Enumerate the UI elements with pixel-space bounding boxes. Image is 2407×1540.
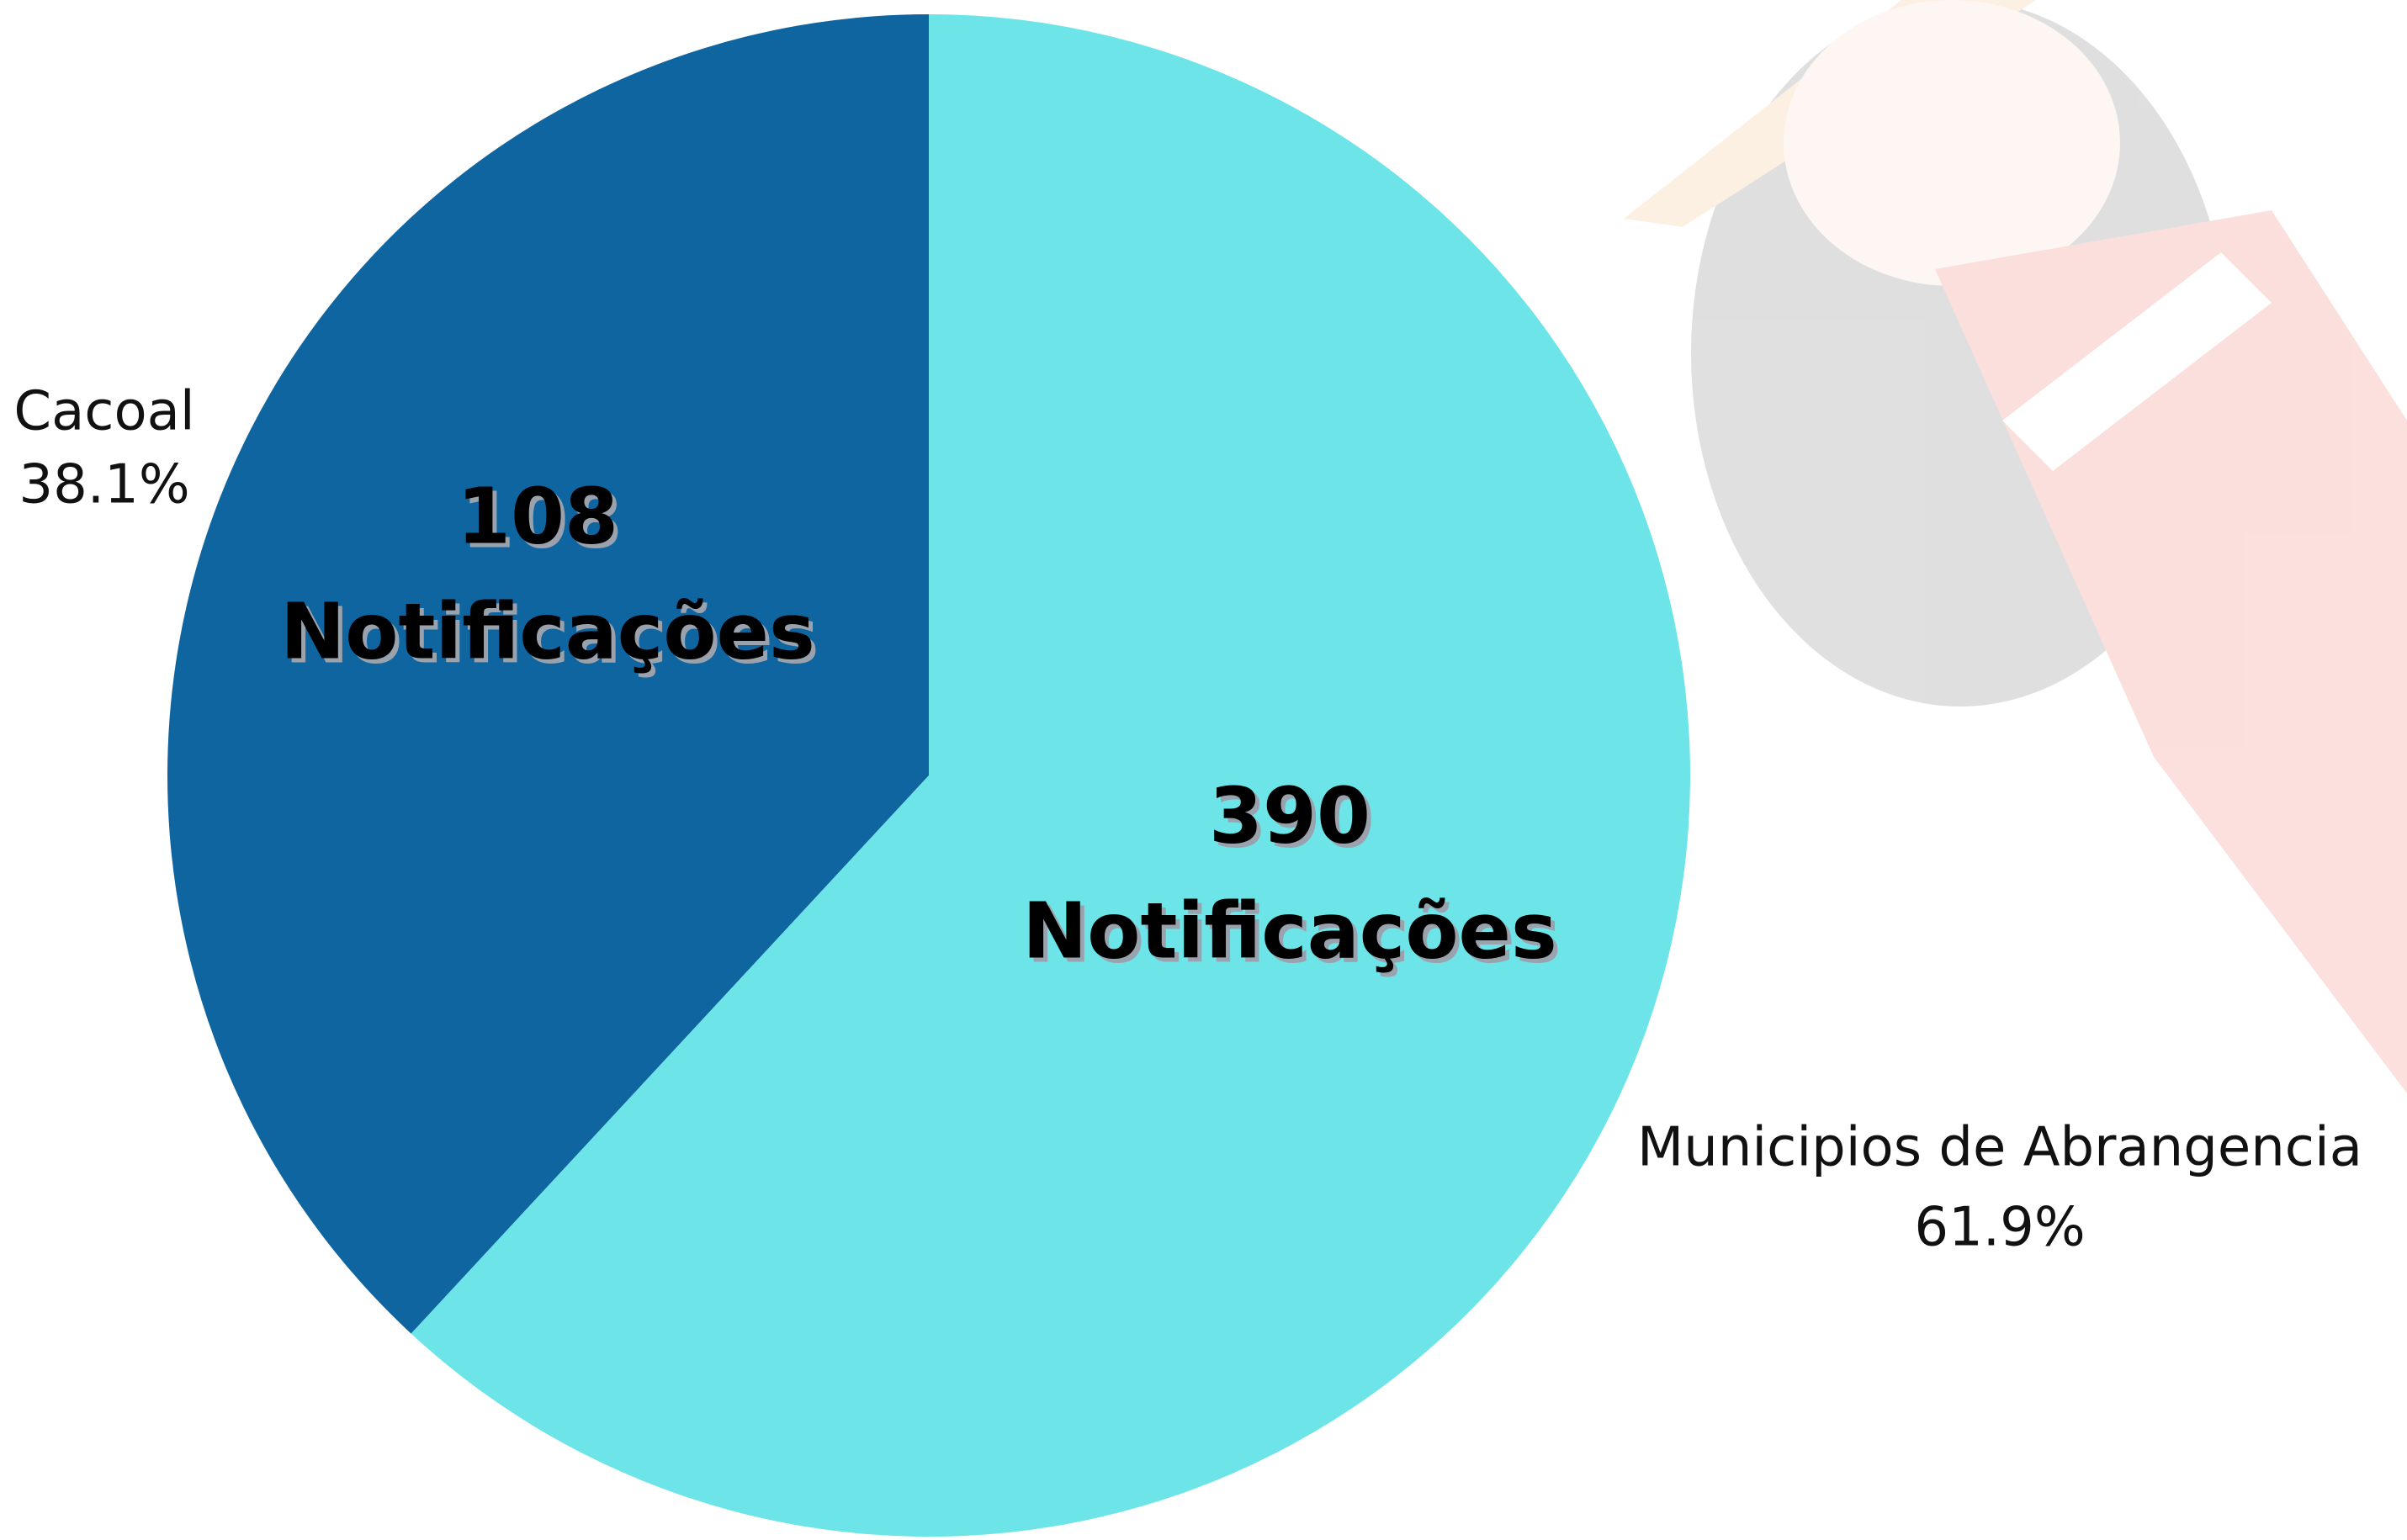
annotation: 390 (1209, 770, 1371, 860)
decor-face (1784, 0, 2120, 286)
annotation: 108 (457, 471, 618, 561)
annotation: Notificações (280, 586, 814, 676)
chart: Cacoal 38.1% Municipios de Abrangencia 61.9… (0, 0, 2407, 1540)
background-illustration (1624, 0, 2407, 1093)
slice-label: Cacoal (13, 381, 194, 443)
slice-percent: 61.9% (1914, 1197, 2085, 1259)
slice-label: Municipios de Abrangencia (1637, 1117, 2362, 1179)
slice-percent: 38.1% (19, 454, 189, 516)
annotation: Notificações (1022, 886, 1556, 976)
